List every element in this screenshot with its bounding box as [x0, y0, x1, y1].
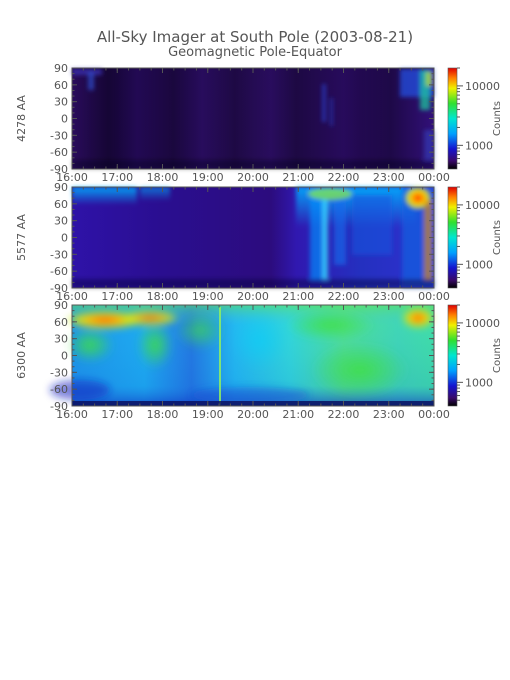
y-tick-label: 60 [54, 79, 68, 92]
x-tick-label: 18:00 [147, 408, 179, 421]
x-tick-label: 16:00 [56, 408, 88, 421]
y-tick-label: 90 [54, 299, 68, 312]
colorbar-label: Counts [492, 338, 503, 373]
y-axis-label: 4278 AA [15, 95, 28, 142]
chart-title: All-Sky Imager at South Pole (2003-08-21… [97, 28, 413, 46]
x-tick-label: 20:00 [237, 171, 269, 184]
y-tick-label: -60 [50, 265, 68, 278]
y-tick-label: 30 [54, 96, 68, 109]
panel-5577 [72, 186, 434, 288]
y-tick-label: -90 [50, 163, 68, 176]
x-tick-label: 20:00 [237, 408, 269, 421]
y-tick-label: -30 [50, 366, 68, 379]
colorbar-tick-label: 10000 [465, 199, 500, 212]
colorbar-tick-label: 1000 [465, 139, 493, 152]
y-axis-label: 6300 AA [15, 332, 28, 379]
y-tick-label: 60 [54, 198, 68, 211]
x-tick-label: 21:00 [282, 408, 314, 421]
colorbar-tick-label: 1000 [465, 376, 493, 389]
x-tick-label: 19:00 [192, 290, 224, 303]
x-tick-label: 00:00 [418, 290, 450, 303]
heatmap-6300-streak [219, 307, 221, 405]
y-tick-label: -30 [50, 248, 68, 261]
x-tick-label: 22:00 [328, 171, 360, 184]
x-tick-label: 17:00 [101, 171, 133, 184]
x-tick-label: 20:00 [237, 290, 269, 303]
colorbar [447, 186, 458, 289]
x-tick-label: 00:00 [418, 408, 450, 421]
y-tick-label: -60 [50, 383, 68, 396]
heatmap-4278-bands [72, 68, 434, 169]
x-tick-label: 00:00 [418, 171, 450, 184]
x-tick-label: 23:00 [373, 408, 405, 421]
colorbar-tick-label: 1000 [465, 258, 493, 271]
y-tick-label: 60 [54, 316, 68, 329]
x-tick-label: 19:00 [192, 171, 224, 184]
x-tick-label: 23:00 [373, 171, 405, 184]
panel-4278 [72, 68, 434, 169]
x-tick-label: 21:00 [282, 290, 314, 303]
panel-6300 [50, 305, 434, 406]
y-tick-label: 0 [61, 350, 68, 363]
x-tick-label: 21:00 [282, 171, 314, 184]
x-tick-label: 18:00 [147, 171, 179, 184]
y-tick-label: 30 [54, 215, 68, 228]
colorbar-label: Counts [492, 101, 503, 136]
x-tick-label: 19:00 [192, 408, 224, 421]
colorbar-tick-label: 10000 [465, 317, 500, 330]
y-tick-label: 90 [54, 181, 68, 194]
y-tick-label: 30 [54, 333, 68, 346]
y-tick-label: 90 [54, 62, 68, 75]
x-tick-label: 17:00 [101, 290, 133, 303]
y-tick-label: 0 [61, 113, 68, 126]
colorbar-label: Counts [492, 220, 503, 255]
x-tick-label: 23:00 [373, 290, 405, 303]
x-tick-label: 22:00 [328, 290, 360, 303]
x-tick-label: 18:00 [147, 290, 179, 303]
colorbar-tick-label: 10000 [465, 80, 500, 93]
y-tick-label: -90 [50, 400, 68, 413]
x-tick-label: 22:00 [328, 408, 360, 421]
y-tick-label: 0 [61, 232, 68, 245]
x-tick-label: 16:00 [56, 171, 88, 184]
colorbar [447, 304, 458, 407]
x-tick-label: 16:00 [56, 290, 88, 303]
heatmap-6300-aurora [50, 308, 434, 403]
y-tick-label: -30 [50, 129, 68, 142]
chart-subtitle: Geomagnetic Pole-Equator [168, 45, 342, 60]
x-tick-label: 17:00 [101, 408, 133, 421]
y-tick-label: -60 [50, 146, 68, 159]
y-axis-label: 5577 AA [15, 214, 28, 261]
colorbar [447, 67, 458, 170]
y-tick-label: -90 [50, 282, 68, 295]
